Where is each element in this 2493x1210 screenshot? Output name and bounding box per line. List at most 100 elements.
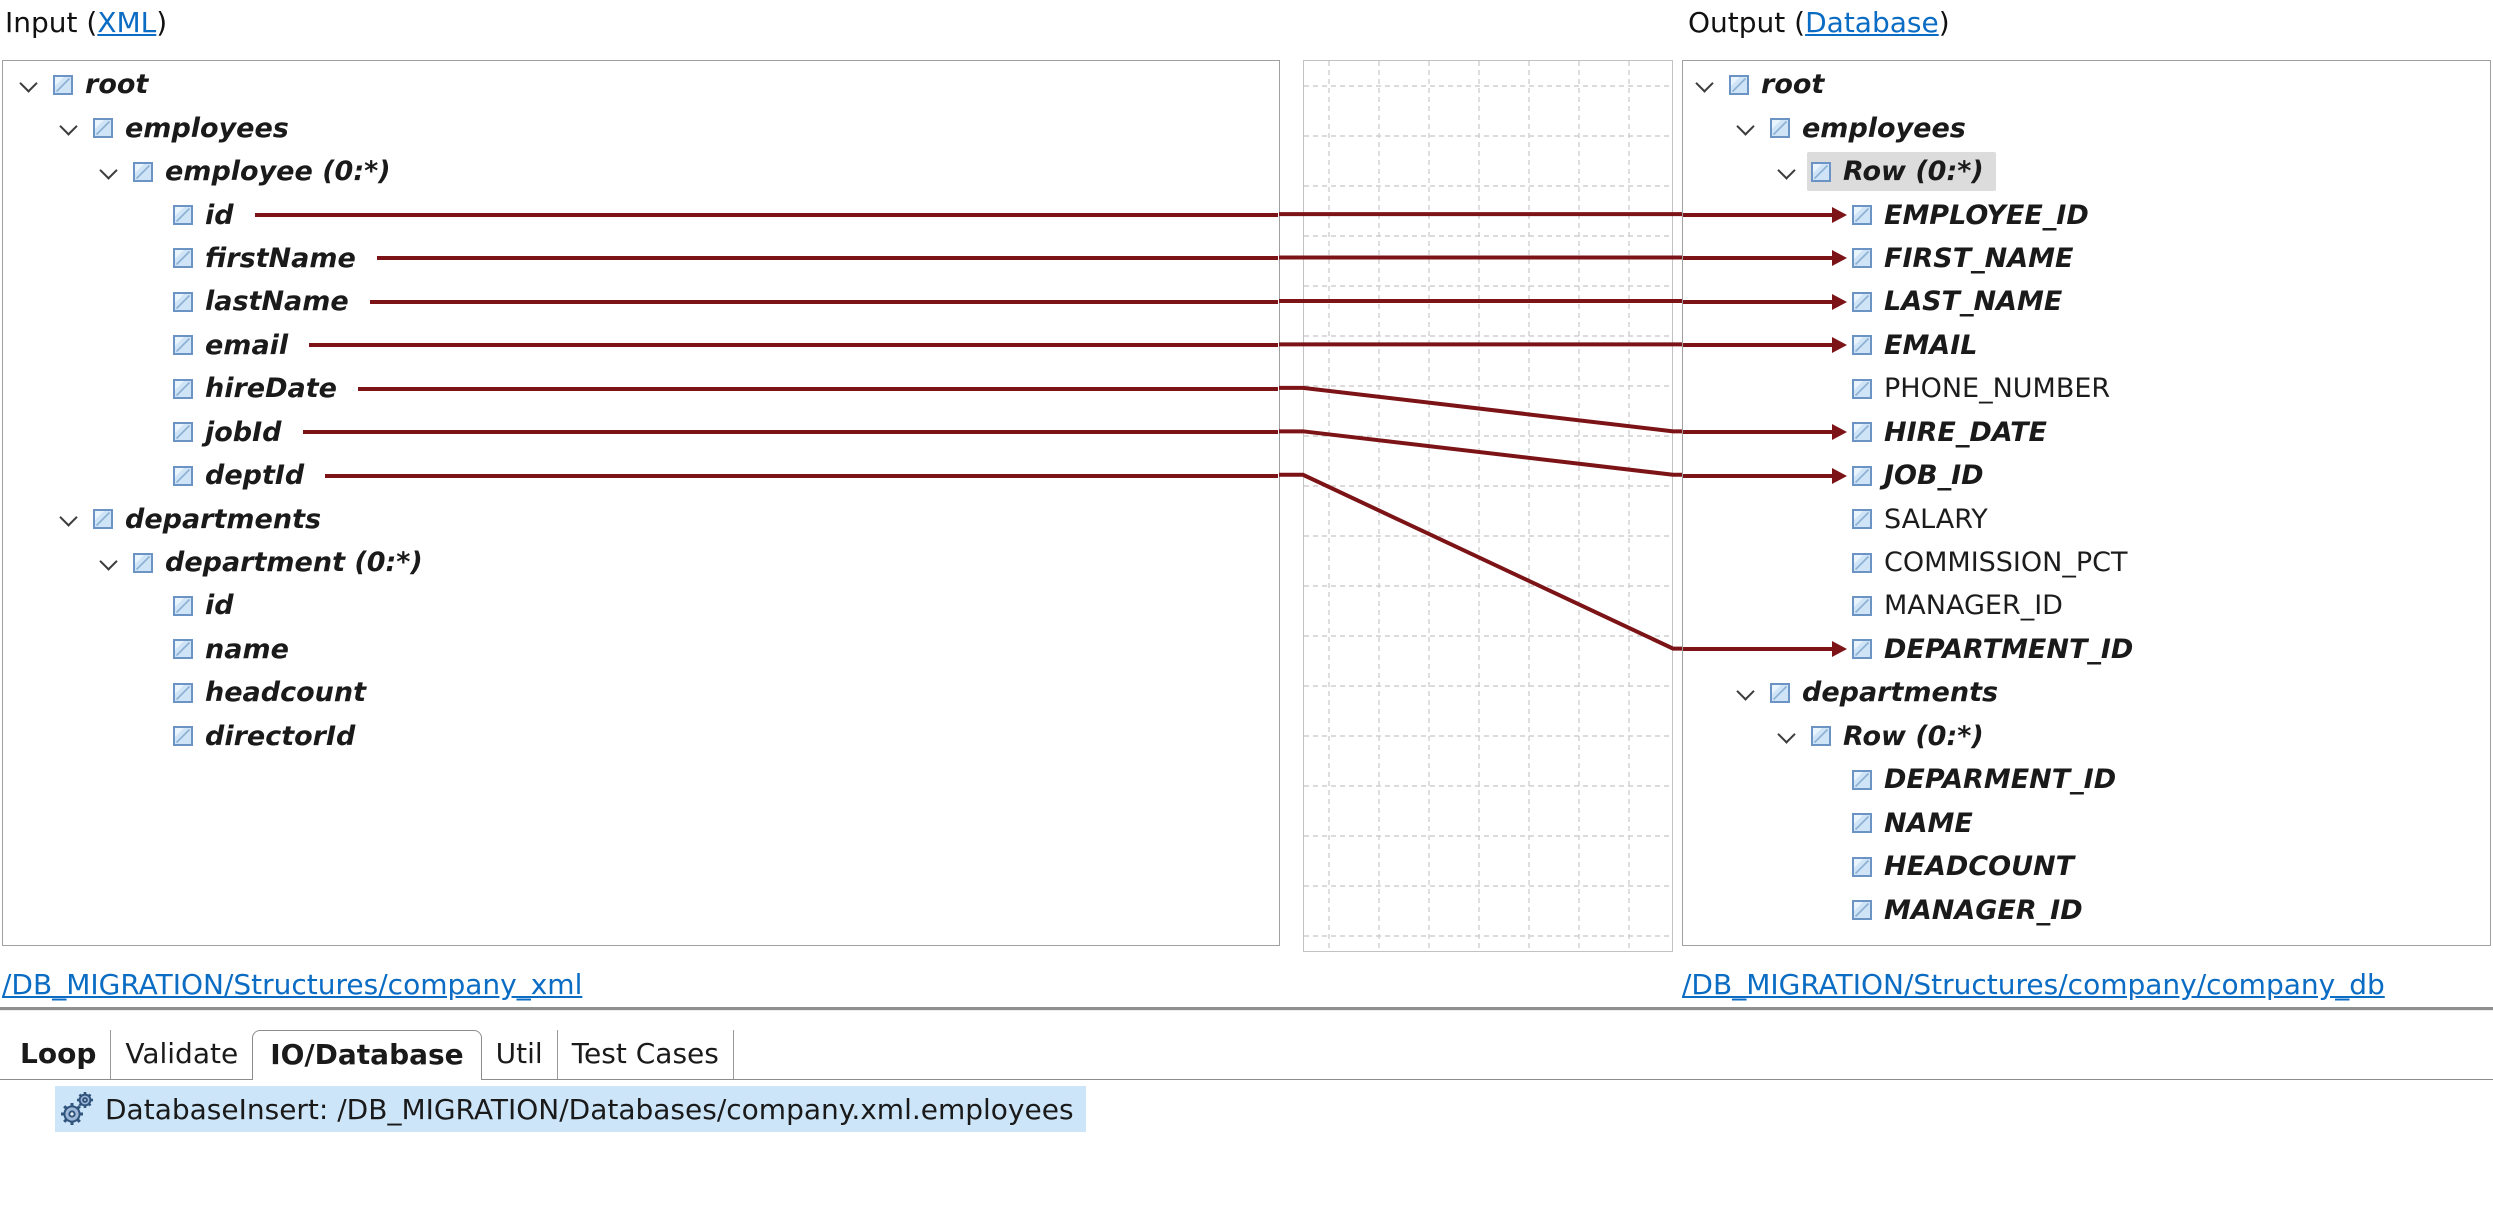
tree-item-employee-0[interactable]: employee (0:*) — [3, 150, 1279, 193]
tree-item-employee-id[interactable]: EMPLOYEE_ID — [1683, 193, 2490, 236]
chevron-down-icon[interactable] — [59, 509, 79, 529]
chevron-down-icon[interactable] — [1777, 726, 1797, 746]
tab-separator — [556, 1030, 558, 1080]
tree-item-email[interactable]: EMAIL — [1683, 324, 2490, 367]
tree-item-label: id — [205, 199, 234, 231]
tab-loop[interactable]: Loop — [20, 1037, 97, 1070]
tree-item-email[interactable]: email — [3, 324, 1279, 367]
node-content: FIRST_NAME — [1848, 239, 2085, 278]
mapping-line — [254, 213, 1278, 218]
node-content: employee (0:*) — [129, 152, 403, 191]
chevron-down-icon[interactable] — [19, 75, 39, 95]
tree-item-hiredate[interactable]: hireDate — [3, 367, 1279, 410]
tree-item-id[interactable]: id — [3, 584, 1279, 627]
tab-io-database[interactable]: IO/Database — [252, 1030, 482, 1080]
tree-item-label: HEADCOUNT — [1884, 851, 2075, 883]
tree-item-department-0[interactable]: department (0:*) — [3, 541, 1279, 584]
node-content: firstName — [169, 239, 368, 278]
tree-item-jobid[interactable]: jobId — [3, 411, 1279, 454]
tree-item-label: name — [205, 633, 289, 665]
tree-item-root[interactable]: root — [1683, 63, 2490, 106]
xml-element-icon — [133, 552, 153, 573]
xml-element-icon — [1770, 682, 1790, 703]
tree-item-label: EMAIL — [1884, 329, 1978, 361]
tree-item-employees[interactable]: employees — [1683, 106, 2490, 149]
tree-item-label: departments — [125, 503, 322, 535]
xml-element-icon — [53, 74, 73, 95]
tree-item-phone-number[interactable]: PHONE_NUMBER — [1683, 367, 2490, 410]
tree-item-label: headcount — [205, 677, 366, 709]
tree-item-label: employees — [125, 112, 289, 144]
tree-item-employees[interactable]: employees — [3, 106, 1279, 149]
chevron-down-icon[interactable] — [99, 553, 119, 573]
node-content: EMPLOYEE_ID — [1848, 196, 2101, 235]
tree-item-departments[interactable]: departments — [1683, 671, 2490, 714]
tree-item-manager-id[interactable]: MANAGER_ID — [1683, 888, 2490, 931]
mapping-line — [309, 343, 1278, 348]
tree-item-name[interactable]: NAME — [1683, 801, 2490, 844]
node-content: MANAGER_ID — [1848, 891, 2095, 930]
input-structure-link[interactable]: /DB_MIGRATION/Structures/company_xml — [2, 968, 583, 1001]
mapping-line — [357, 386, 1278, 391]
input-type-link[interactable]: XML — [97, 6, 157, 39]
chevron-down-icon[interactable] — [1695, 75, 1715, 95]
xml-element-icon — [1852, 552, 1872, 573]
xml-element-icon — [173, 682, 193, 703]
tree-item-row-0[interactable]: Row (0:*) — [1683, 150, 2490, 193]
tree-item-label: employee (0:*) — [165, 156, 391, 188]
mapping-canvas[interactable] — [1303, 60, 1673, 952]
tree-item-first-name[interactable]: FIRST_NAME — [1683, 237, 2490, 280]
tab-validate[interactable]: Validate — [125, 1037, 239, 1070]
tree-item-manager-id[interactable]: MANAGER_ID — [1683, 584, 2490, 627]
chevron-down-icon[interactable] — [1736, 683, 1756, 703]
tree-item-deptid[interactable]: deptId — [3, 454, 1279, 497]
output-type-link[interactable]: Database — [1805, 6, 1939, 39]
canvas-grid — [1304, 61, 1672, 951]
xml-element-icon — [173, 465, 193, 486]
tab-test-cases[interactable]: Test Cases — [571, 1037, 719, 1070]
chevron-down-icon[interactable] — [99, 162, 119, 182]
tree-item-firstname[interactable]: firstName — [3, 237, 1279, 280]
tree-item-deparment-id[interactable]: DEPARMENT_ID — [1683, 758, 2490, 801]
tree-item-label: EMPLOYEE_ID — [1884, 199, 2089, 231]
tree-item-label: employees — [1802, 112, 1966, 144]
tree-item-headcount[interactable]: HEADCOUNT — [1683, 845, 2490, 888]
database-insert-statement[interactable]: DatabaseInsert: /DB_MIGRATION/Databases/… — [55, 1086, 1086, 1132]
tree-item-departments[interactable]: departments — [3, 497, 1279, 540]
tree-item-id[interactable]: id — [3, 193, 1279, 236]
chevron-down-icon[interactable] — [1777, 162, 1797, 182]
tabbar-baseline — [0, 1079, 2493, 1080]
tree-item-name[interactable]: name — [3, 628, 1279, 671]
tree-item-job-id[interactable]: JOB_ID — [1683, 454, 2490, 497]
tab-util[interactable]: Util — [495, 1037, 543, 1070]
tree-item-row-0[interactable]: Row (0:*) — [1683, 715, 2490, 758]
node-content: employees — [1766, 109, 1978, 148]
chevron-down-icon[interactable] — [1736, 118, 1756, 138]
xml-element-icon — [173, 595, 193, 616]
tree-item-label: email — [205, 329, 289, 361]
tree-item-commission-pct[interactable]: COMMISSION_PCT — [1683, 541, 2490, 584]
tree-item-department-id[interactable]: DEPARTMENT_ID — [1683, 628, 2490, 671]
node-content: headcount — [169, 673, 378, 712]
output-structure-link[interactable]: /DB_MIGRATION/Structures/company/company… — [1682, 968, 2385, 1001]
tree-item-headcount[interactable]: headcount — [3, 671, 1279, 714]
tree-item-label: Row (0:*) — [1843, 156, 1984, 188]
tree-item-directorid[interactable]: directorId — [3, 715, 1279, 758]
tabbar: Loop Validate IO/Database Util Test Cases — [0, 1030, 2493, 1080]
xml-element-icon — [1770, 118, 1790, 139]
node-content: lastName — [169, 282, 361, 321]
output-header: Output (Database) — [1688, 6, 1950, 39]
tree-item-lastname[interactable]: lastName — [3, 280, 1279, 323]
tree-item-salary[interactable]: SALARY — [1683, 497, 2490, 540]
node-content: EMAIL — [1848, 326, 1989, 365]
xml-element-icon — [1852, 813, 1872, 834]
xml-element-icon — [1729, 74, 1749, 95]
tree-item-hire-date[interactable]: HIRE_DATE — [1683, 411, 2490, 454]
output-header-close: ) — [1938, 6, 1950, 39]
output-tree-panel: root employees Row (0:*) EMPLOYEE_ID FIRST_N… — [1682, 60, 2491, 946]
xml-element-icon — [1852, 900, 1872, 921]
tree-item-root[interactable]: root — [3, 63, 1279, 106]
xml-element-icon — [173, 205, 193, 226]
chevron-down-icon[interactable] — [59, 118, 79, 138]
tree-item-last-name[interactable]: LAST_NAME — [1683, 280, 2490, 323]
